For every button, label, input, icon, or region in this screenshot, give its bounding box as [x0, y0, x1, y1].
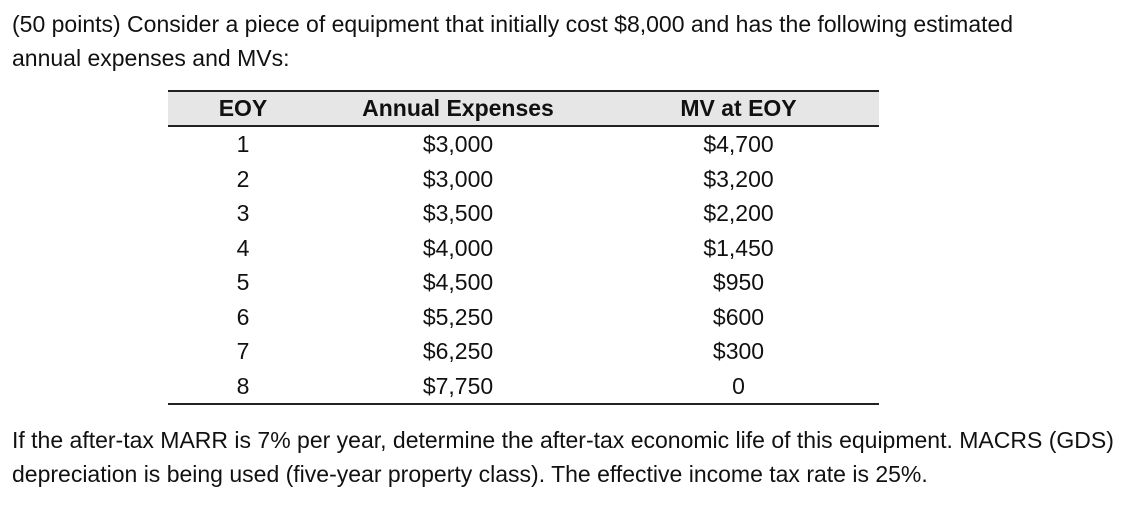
cell-eoy: 8	[168, 368, 318, 405]
cell-mv: $4,700	[703, 131, 774, 158]
cell-expenses: $6,250	[422, 338, 494, 365]
problem-closing: If the after-tax MARR is 7% per year, de…	[12, 427, 1114, 487]
expense-table: EOY Annual Expenses MV at EOY 1 $3,000 $…	[168, 90, 879, 405]
cell-mv: $2,200	[703, 200, 774, 227]
cell-expenses: $4,500	[422, 269, 494, 296]
table-header-row: EOY Annual Expenses MV at EOY	[168, 90, 879, 127]
table-row: 3 $3,500 $2,200	[168, 196, 879, 231]
cell-eoy: 6	[236, 303, 250, 330]
cell-mv: $3,200	[703, 165, 774, 192]
header-eoy: EOY	[168, 90, 318, 127]
cell-eoy: 1	[236, 131, 250, 158]
cell-eoy: 4	[236, 234, 250, 261]
cell-expenses: $3,000	[422, 165, 494, 192]
cell-expenses: $7,750	[318, 368, 598, 405]
cell-expenses: $4,000	[422, 234, 494, 261]
header-mv-at-eoy: MV at EOY	[598, 90, 879, 127]
cell-mv: 0	[598, 368, 879, 405]
cell-expenses: $5,250	[422, 303, 494, 330]
cell-eoy: 7	[236, 338, 250, 365]
table-row: 1 $3,000 $4,700	[168, 126, 879, 162]
cell-mv: $950	[712, 269, 765, 296]
cell-mv: $1,450	[703, 234, 774, 261]
cell-eoy: 3	[236, 200, 250, 227]
cell-mv: $300	[712, 338, 765, 365]
table-row: 4 $4,000 $1,450	[168, 231, 879, 266]
cell-mv: $600	[712, 303, 765, 330]
cell-eoy: 2	[236, 165, 250, 192]
table-row: 8 $7,750 0	[168, 368, 879, 405]
cell-expenses: $3,500	[422, 200, 494, 227]
problem-intro: (50 points) Consider a piece of equipmen…	[12, 11, 1014, 71]
table-row: 7 $6,250 $300	[168, 334, 879, 369]
cell-expenses: $3,000	[422, 131, 494, 158]
header-annual-expenses: Annual Expenses	[318, 90, 598, 127]
table-row: 5 $4,500 $950	[168, 265, 879, 300]
table-row: 2 $3,000 $3,200	[168, 162, 879, 197]
cell-eoy: 5	[236, 269, 250, 296]
table-row: 6 $5,250 $600	[168, 300, 879, 335]
